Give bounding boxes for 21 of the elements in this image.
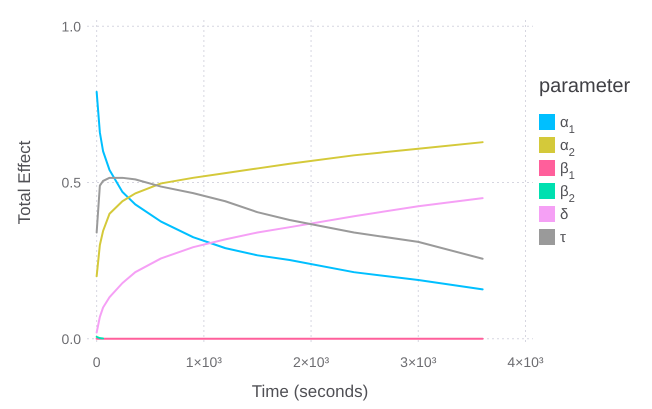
legend-label: δ bbox=[560, 206, 568, 223]
legend-label: τ bbox=[560, 229, 566, 246]
legend-label: β$_{2}$ bbox=[560, 183, 575, 205]
y-tick-label: 0.5 bbox=[62, 174, 82, 190]
y-tick-label: 1.0 bbox=[62, 18, 82, 34]
x-tick-label: 0 bbox=[92, 354, 101, 370]
line-series bbox=[96, 90, 484, 290]
line-series bbox=[96, 176, 484, 260]
legend-label: β$_{1}$ bbox=[560, 160, 575, 182]
x-tick-label: 2×10³ bbox=[292, 354, 330, 370]
y-tick-label: 0.0 bbox=[62, 330, 82, 347]
y-axis-title: Total Effect bbox=[15, 140, 34, 224]
legend-label: α$_{1}$ bbox=[560, 114, 575, 136]
x-tick-label: 1×10³ bbox=[186, 354, 222, 370]
legend-title: parameter bbox=[539, 75, 630, 97]
line-series bbox=[96, 197, 484, 334]
legend-label: α$_{2}$ bbox=[560, 137, 575, 159]
line-series bbox=[96, 141, 484, 278]
x-axis-title: Time (seconds) bbox=[252, 382, 368, 401]
x-tick-label: 4×10³ bbox=[507, 354, 544, 370]
x-tick-label: 3×10³ bbox=[400, 354, 437, 370]
